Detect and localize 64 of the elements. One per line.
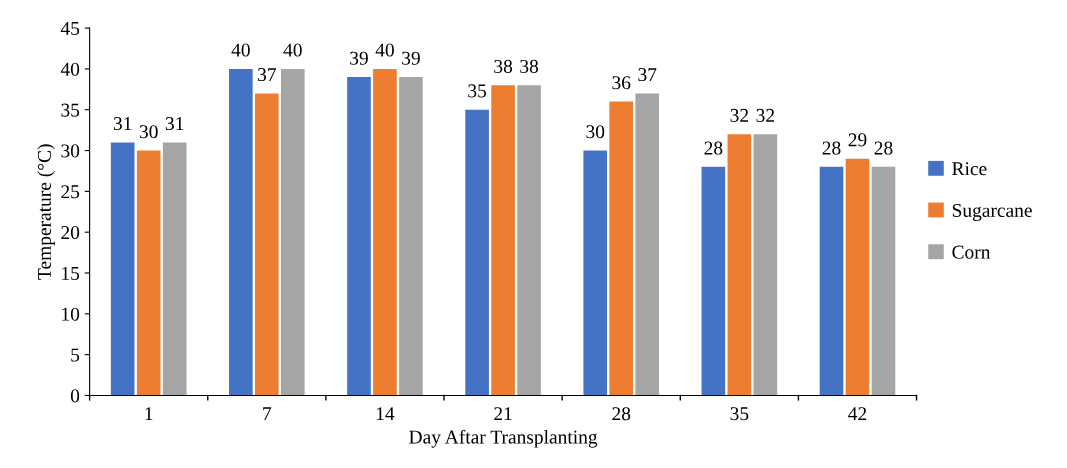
data-label: 37: [258, 68, 276, 82]
data-label: 40: [283, 43, 302, 57]
bar: [399, 77, 423, 396]
data-label: 28: [822, 141, 841, 155]
bar: [845, 158, 870, 396]
x-tick-label: 21: [494, 407, 512, 421]
data-label: 40: [375, 43, 394, 57]
data-label: 37: [638, 68, 657, 82]
x-axis-title: Day Aftar Transplanting: [409, 429, 598, 448]
bar: [701, 166, 726, 396]
y-tick-label: 35: [61, 103, 80, 117]
legend-label: Rice: [952, 162, 987, 176]
data-label: 35: [468, 84, 487, 98]
bar: [753, 134, 778, 396]
bar: [491, 85, 515, 396]
bar: [819, 166, 844, 396]
x-tick-label: 1: [145, 407, 153, 421]
y-tick-label: 5: [71, 348, 80, 362]
data-label: 39: [350, 51, 368, 65]
bar: [347, 77, 371, 396]
y-tick-label: 10: [62, 307, 80, 321]
bar: [609, 101, 634, 396]
bar: [229, 68, 253, 396]
y-tick-label: 45: [60, 22, 80, 36]
x-tick-label: 42: [848, 407, 867, 421]
x-tick-label: 7: [263, 407, 272, 421]
x-tick-label: 28: [612, 407, 631, 421]
bar: [162, 142, 187, 396]
bar: [136, 150, 161, 396]
bar: [727, 134, 752, 396]
x-tick-label: 35: [730, 407, 749, 421]
data-label: 38: [520, 59, 539, 73]
data-label: 38: [494, 59, 513, 73]
data-label: 30: [586, 125, 605, 139]
data-label: 39: [402, 51, 420, 65]
legend-label: Corn: [952, 245, 991, 259]
bar: [110, 142, 135, 396]
data-label: 28: [704, 141, 723, 155]
bar: [635, 93, 660, 396]
y-tick-label: 0: [70, 389, 80, 403]
y-tick-label: 20: [61, 226, 80, 240]
y-axis-title: Temperature (°C): [37, 144, 55, 280]
bar: [281, 68, 305, 396]
y-tick-label: 15: [62, 266, 80, 280]
data-label: 40: [231, 43, 250, 57]
y-tick-label: 30: [61, 144, 80, 158]
data-label: 31: [113, 117, 132, 131]
bar: [465, 109, 489, 396]
bar: [373, 68, 397, 396]
data-label: 32: [730, 108, 748, 122]
bar: [517, 85, 541, 396]
bar: [871, 166, 896, 396]
data-label: 32: [756, 108, 774, 122]
data-label: 29: [848, 133, 867, 147]
bar: [255, 93, 279, 396]
bar: [583, 150, 608, 396]
y-tick-label: 25: [61, 185, 80, 199]
data-label: 31: [165, 117, 184, 131]
data-label: 36: [612, 76, 631, 90]
x-tick-label: 14: [376, 407, 395, 421]
y-tick-label: 40: [60, 62, 80, 76]
data-label: 28: [874, 141, 893, 155]
data-label: 30: [139, 125, 158, 139]
legend-label: Sugarcane: [952, 203, 1032, 221]
